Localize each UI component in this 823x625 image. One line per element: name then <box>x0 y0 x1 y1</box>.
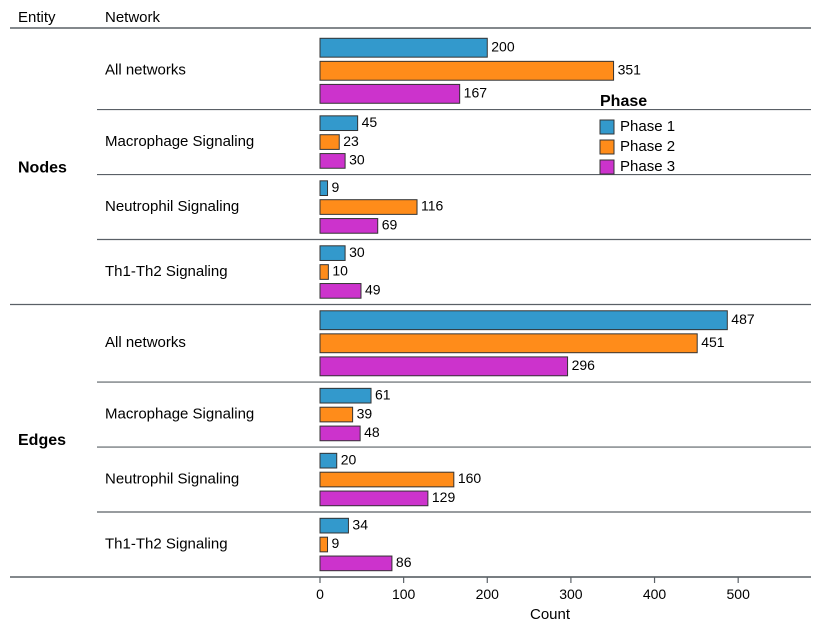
svg-text:160: 160 <box>458 470 482 486</box>
bar <box>320 38 487 57</box>
bar <box>320 334 697 353</box>
bar <box>320 426 360 441</box>
svg-text:116: 116 <box>421 198 444 214</box>
bar <box>320 388 371 403</box>
svg-text:30: 30 <box>349 152 365 168</box>
svg-text:Entity: Entity <box>18 9 56 26</box>
svg-text:61: 61 <box>375 386 391 402</box>
signaling-network-chart: EntityNetwork200351167All networks452330… <box>0 0 823 625</box>
svg-text:Count: Count <box>530 606 571 623</box>
svg-text:Phase 1: Phase 1 <box>620 118 675 135</box>
bar <box>320 181 328 196</box>
svg-text:9: 9 <box>332 535 340 551</box>
svg-text:Macrophage Signaling: Macrophage Signaling <box>105 406 254 423</box>
svg-text:Th1-Th2 Signaling: Th1-Th2 Signaling <box>105 263 228 280</box>
svg-text:487: 487 <box>731 311 755 327</box>
svg-text:300: 300 <box>559 586 583 602</box>
svg-text:45: 45 <box>362 114 378 130</box>
svg-text:23: 23 <box>343 133 359 149</box>
svg-text:34: 34 <box>352 516 368 532</box>
bar <box>320 200 417 215</box>
svg-text:All networks: All networks <box>105 334 186 351</box>
bar <box>320 219 378 234</box>
svg-text:10: 10 <box>332 263 348 279</box>
svg-text:Nodes: Nodes <box>18 159 67 176</box>
bar <box>320 518 348 533</box>
svg-text:0: 0 <box>316 586 324 602</box>
svg-text:48: 48 <box>364 424 380 440</box>
bar <box>320 265 328 280</box>
bar <box>320 135 339 150</box>
svg-text:Network: Network <box>105 9 161 26</box>
svg-text:100: 100 <box>392 586 416 602</box>
bar <box>320 116 358 131</box>
svg-text:39: 39 <box>357 405 373 421</box>
svg-text:Phase: Phase <box>600 93 647 110</box>
bar <box>320 284 361 299</box>
legend-swatch <box>600 120 614 134</box>
legend-swatch <box>600 160 614 174</box>
svg-text:200: 200 <box>476 586 500 602</box>
svg-text:30: 30 <box>349 244 365 260</box>
svg-text:400: 400 <box>643 586 667 602</box>
svg-text:20: 20 <box>341 451 357 467</box>
svg-text:86: 86 <box>396 554 412 570</box>
svg-text:200: 200 <box>491 38 515 54</box>
svg-text:Neutrophil Signaling: Neutrophil Signaling <box>105 470 239 487</box>
svg-text:451: 451 <box>701 334 725 350</box>
bar <box>320 556 392 571</box>
svg-text:All networks: All networks <box>105 62 186 79</box>
bar <box>320 61 614 80</box>
svg-text:129: 129 <box>432 489 456 505</box>
bar <box>320 453 337 468</box>
legend-swatch <box>600 140 614 154</box>
svg-text:Th1-Th2 Signaling: Th1-Th2 Signaling <box>105 535 228 552</box>
svg-text:Phase 3: Phase 3 <box>620 158 675 175</box>
bar <box>320 154 345 169</box>
bar <box>320 407 353 422</box>
bar <box>320 84 460 103</box>
svg-text:500: 500 <box>727 586 751 602</box>
bar <box>320 491 428 506</box>
bar <box>320 357 568 376</box>
bar <box>320 311 727 330</box>
svg-text:351: 351 <box>618 61 642 77</box>
bar <box>320 472 454 487</box>
svg-text:49: 49 <box>365 282 381 298</box>
svg-text:Macrophage Signaling: Macrophage Signaling <box>105 133 254 150</box>
svg-text:296: 296 <box>572 357 596 373</box>
svg-text:167: 167 <box>464 85 488 101</box>
svg-text:9: 9 <box>332 179 340 195</box>
svg-text:69: 69 <box>382 217 398 233</box>
svg-text:Phase 2: Phase 2 <box>620 138 675 155</box>
bar <box>320 537 328 552</box>
svg-text:Neutrophil Signaling: Neutrophil Signaling <box>105 198 239 215</box>
svg-text:Edges: Edges <box>18 432 66 449</box>
bar <box>320 246 345 261</box>
